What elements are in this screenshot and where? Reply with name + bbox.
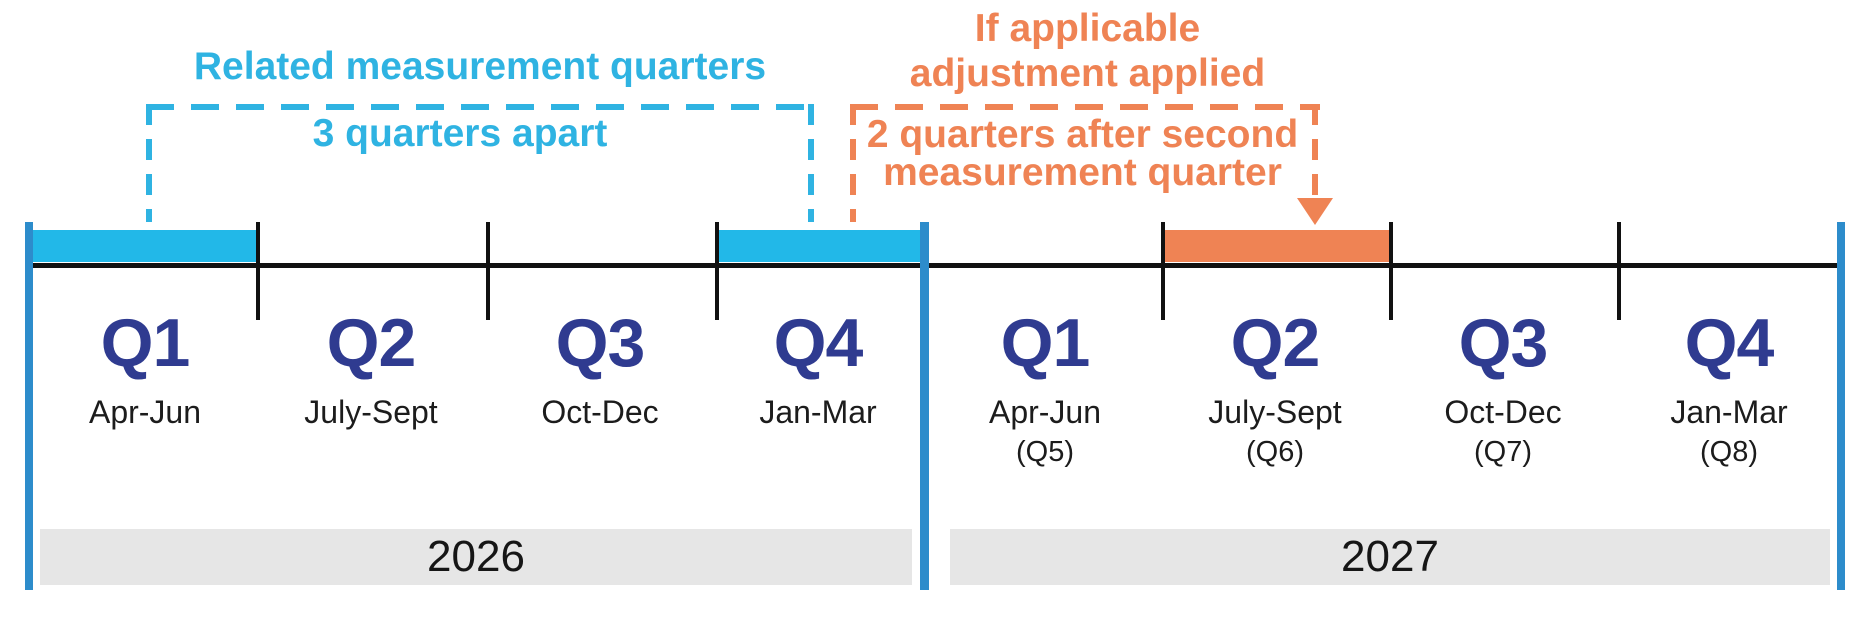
quarter-cell-2026-q4: Q4 Jan-Mar: [703, 306, 933, 430]
tick-2027-q2-q3: [1389, 222, 1393, 320]
tick-2027-q1-q2: [1161, 222, 1165, 320]
related-quarters-title: Related measurement quarters: [193, 45, 767, 88]
tick-2027-q3-q4: [1617, 222, 1621, 320]
quarter-months: Apr-Jun: [988, 394, 1102, 430]
year-band-2027: 2027: [950, 529, 1830, 585]
year-divider: [920, 222, 929, 590]
quarter-cell-2027-q2: Q2 July-Sept (Q6): [1160, 306, 1390, 468]
year-band-2026: 2026: [40, 529, 912, 585]
highlight-bar-2026-q1: [33, 230, 256, 262]
highlight-bar-2026-q4: [719, 230, 920, 262]
quarter-label: Q2: [1230, 305, 1321, 381]
quarter-cell-2026-q1: Q1 Apr-Jun: [30, 306, 260, 430]
quarter-alt-number: (Q7): [1474, 436, 1532, 468]
tick-2026-q1-q2: [256, 222, 260, 320]
quarter-months: Apr-Jun: [88, 394, 202, 430]
quarter-cell-2026-q2: Q2 July-Sept: [256, 306, 486, 430]
quarter-months: Oct-Dec: [541, 394, 659, 430]
quarter-alt-number: (Q5): [1016, 436, 1074, 468]
quarter-months: July-Sept: [304, 394, 438, 430]
quarter-label: Q1: [100, 305, 191, 381]
quarter-months: Oct-Dec: [1444, 394, 1562, 430]
quarter-alt-number: (Q8): [1700, 436, 1758, 468]
quarter-cell-2026-q3: Q3 Oct-Dec: [485, 306, 715, 430]
adjustment-title-line2: adjustment applied: [909, 52, 1266, 95]
related-quarters-subtitle: 3 quarters apart: [312, 112, 608, 155]
related-bracket-left-dashed-line: [146, 104, 152, 222]
quarter-label: Q1: [1000, 305, 1091, 381]
adjustment-subtitle-line2: measurement quarter: [883, 151, 1282, 194]
highlight-bar-2027-q2: [1165, 230, 1389, 262]
tick-2026-q3-q4: [715, 222, 719, 320]
adjustment-subtitle-line1: 2 quarters after second: [866, 113, 1299, 156]
down-arrow-icon: [1297, 198, 1333, 225]
timeline-left-edge: [25, 222, 33, 590]
quarter-label: Q3: [1458, 305, 1549, 381]
adjustment-bracket-left-dashed-line: [850, 104, 856, 222]
timeline-baseline: [25, 263, 1845, 268]
quarter-cell-2027-q4: Q4 Jan-Mar (Q8): [1614, 306, 1844, 468]
quarter-months: Jan-Mar: [759, 394, 877, 430]
related-bracket-horizontal-dashed-line: [146, 104, 814, 110]
quarter-cell-2027-q1: Q1 Apr-Jun (Q5): [930, 306, 1160, 468]
quarter-alt-number: (Q6): [1246, 436, 1304, 468]
tick-2026-q2-q3: [486, 222, 490, 320]
quarter-months: July-Sept: [1208, 394, 1342, 430]
adjustment-title-line1: If applicable: [974, 7, 1201, 50]
adjustment-title: If applicable adjustment applied: [855, 6, 1320, 96]
timeline-right-edge: [1837, 222, 1845, 590]
quarter-cell-2027-q3: Q3 Oct-Dec (Q7): [1388, 306, 1618, 468]
adjustment-bracket-horizontal-dashed-line: [850, 104, 1320, 110]
quarter-label: Q3: [555, 305, 646, 381]
adjustment-arrow-dashed-line: [1312, 104, 1318, 198]
adjustment-subtitle: 2 quarters after second measurement quar…: [860, 113, 1305, 194]
related-bracket-right-dashed-line: [808, 104, 814, 222]
quarter-label: Q4: [773, 305, 864, 381]
quarter-label: Q4: [1684, 305, 1775, 381]
quarter-label: Q2: [326, 305, 417, 381]
quarter-months: Jan-Mar: [1670, 394, 1788, 430]
